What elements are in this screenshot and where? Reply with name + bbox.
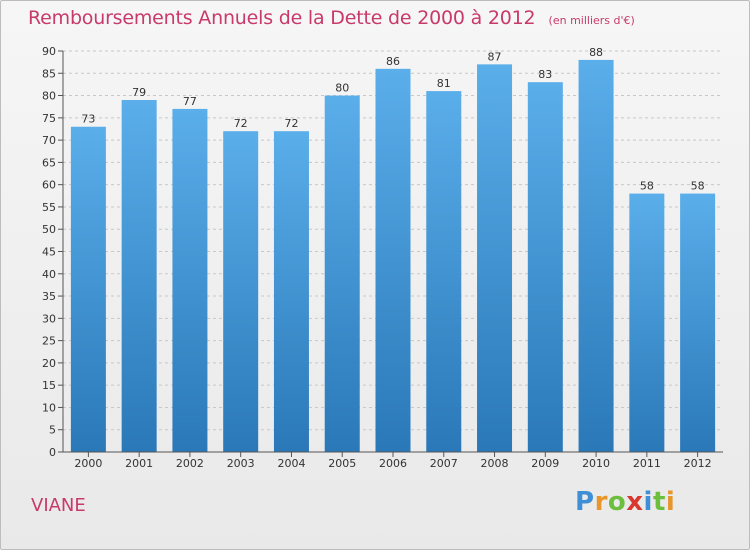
bar-2002 [172, 108, 208, 452]
bar-2001 [121, 100, 157, 452]
value-label-2008: 87 [488, 50, 502, 63]
y-tick-label: 55 [42, 201, 56, 214]
y-tick-label: 60 [42, 179, 56, 192]
title-row: Remboursements Annuels de la Dette de 20… [28, 7, 635, 29]
y-tick-label: 35 [42, 290, 56, 303]
y-tick-label: 70 [42, 134, 56, 147]
y-tick-label: 90 [42, 45, 56, 58]
y-tick-label: 5 [49, 424, 56, 437]
value-label-2004: 72 [284, 117, 298, 130]
x-tick-label-2009: 2009 [531, 457, 559, 470]
value-label-2000: 73 [81, 113, 95, 126]
bar-2010 [578, 59, 614, 453]
value-label-2010: 88 [589, 46, 603, 59]
chart-unit-note: (en milliers d'€) [548, 14, 635, 27]
y-tick-label: 0 [49, 446, 56, 459]
value-label-2003: 72 [234, 117, 248, 130]
bar-2000 [70, 126, 106, 452]
x-tick-label-2010: 2010 [582, 457, 610, 470]
bar-2009 [527, 82, 563, 452]
x-tick-label-2003: 2003 [227, 457, 255, 470]
bars [70, 59, 716, 453]
y-tick-label: 75 [42, 112, 56, 125]
value-label-2001: 79 [132, 86, 146, 99]
bar-2004 [273, 131, 309, 452]
axes [58, 50, 723, 457]
bar-2007 [426, 91, 462, 452]
x-tick-label-2012: 2012 [684, 457, 712, 470]
value-label-2011: 58 [640, 180, 654, 193]
bar-2006 [375, 68, 411, 453]
y-tick-label: 30 [42, 312, 56, 325]
y-tick-label: 15 [42, 379, 56, 392]
value-label-2007: 81 [437, 77, 451, 90]
y-tick-label: 25 [42, 335, 56, 348]
x-tick-label-2006: 2006 [379, 457, 407, 470]
region-name: VIANE [31, 495, 86, 516]
y-tick-label: 10 [42, 401, 56, 414]
value-label-2012: 58 [691, 180, 705, 193]
y-tick-label: 50 [42, 223, 56, 236]
value-label-2009: 83 [538, 68, 552, 81]
y-tick-label: 80 [42, 90, 56, 103]
labels: 0 5 10 15 20 25 30 35 40 45 50 55 60 65 70 75 80 85 90 73 20… [42, 45, 712, 470]
y-tick-label: 45 [42, 246, 56, 259]
x-tick-label-2007: 2007 [430, 457, 458, 470]
x-tick-label-2000: 2000 [74, 457, 102, 470]
proxiti-logo[interactable]: Proxiti [575, 487, 676, 517]
x-tick-label-2008: 2008 [481, 457, 509, 470]
bar-2011 [629, 193, 665, 453]
x-tick-label-2002: 2002 [176, 457, 204, 470]
value-label-2006: 86 [386, 55, 400, 68]
y-tick-label: 20 [42, 357, 56, 370]
bar-2005 [324, 95, 360, 453]
y-tick-label: 85 [42, 67, 56, 80]
x-tick-label-2011: 2011 [633, 457, 661, 470]
y-tick-label: 65 [42, 156, 56, 169]
x-tick-label-2005: 2005 [328, 457, 356, 470]
x-tick-label-2004: 2004 [277, 457, 305, 470]
bar-2003 [223, 131, 259, 452]
bar-2008 [477, 64, 513, 452]
bar-2012 [680, 193, 716, 453]
value-label-2005: 80 [335, 82, 349, 95]
value-label-2002: 77 [183, 95, 197, 108]
chart-title: Remboursements Annuels de la Dette de 20… [28, 7, 536, 29]
y-tick-label: 40 [42, 268, 56, 281]
x-tick-label-2001: 2001 [125, 457, 153, 470]
